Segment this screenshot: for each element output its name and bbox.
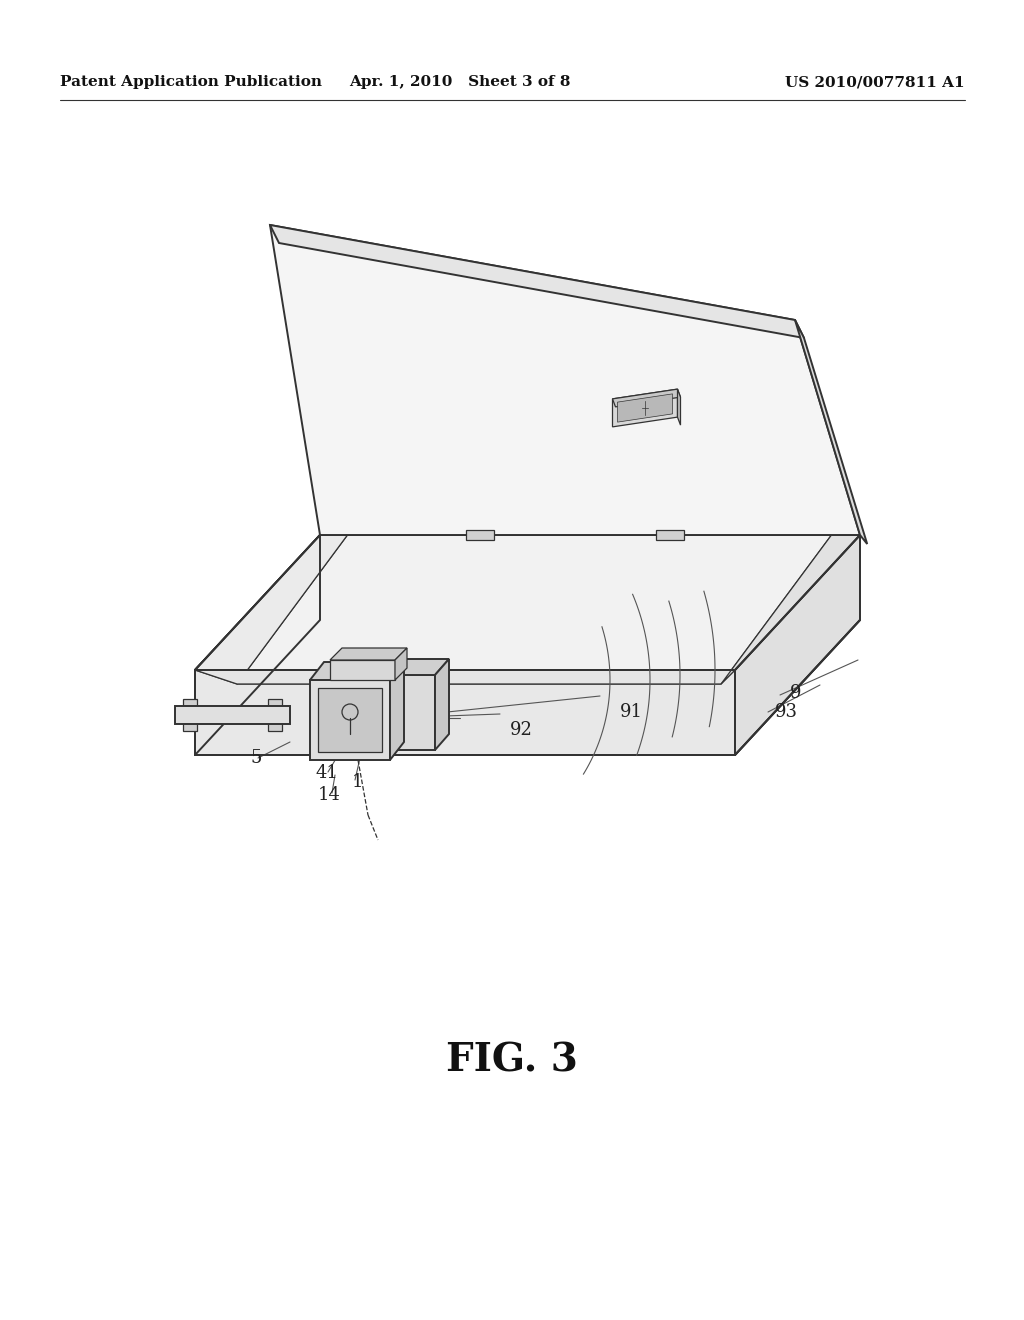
Polygon shape: [195, 671, 735, 684]
Polygon shape: [330, 660, 395, 680]
Text: FIG. 3: FIG. 3: [446, 1041, 578, 1078]
Polygon shape: [678, 389, 681, 425]
Polygon shape: [270, 224, 860, 535]
Polygon shape: [195, 515, 362, 684]
Text: 9: 9: [790, 684, 802, 702]
Polygon shape: [195, 671, 735, 755]
Polygon shape: [385, 659, 449, 675]
Polygon shape: [195, 535, 860, 671]
Polygon shape: [175, 706, 290, 723]
Polygon shape: [270, 224, 804, 338]
Text: 91: 91: [620, 704, 643, 721]
Polygon shape: [310, 663, 404, 680]
Polygon shape: [612, 389, 681, 407]
Polygon shape: [390, 663, 404, 760]
Polygon shape: [195, 535, 319, 755]
Text: 93: 93: [775, 704, 798, 721]
Polygon shape: [612, 389, 678, 426]
Polygon shape: [385, 675, 435, 750]
Text: 92: 92: [510, 721, 532, 739]
Text: 41: 41: [315, 764, 338, 781]
Polygon shape: [466, 531, 494, 540]
Text: US 2010/0077811 A1: US 2010/0077811 A1: [785, 75, 965, 88]
Polygon shape: [795, 319, 867, 544]
Text: Patent Application Publication: Patent Application Publication: [60, 75, 322, 88]
Polygon shape: [721, 515, 860, 684]
Polygon shape: [617, 393, 673, 422]
Text: 14: 14: [318, 785, 341, 804]
Polygon shape: [656, 531, 684, 540]
Polygon shape: [268, 700, 282, 731]
Polygon shape: [183, 700, 197, 731]
Polygon shape: [318, 688, 382, 752]
Text: Apr. 1, 2010   Sheet 3 of 8: Apr. 1, 2010 Sheet 3 of 8: [349, 75, 570, 88]
Polygon shape: [435, 659, 449, 750]
Text: 5: 5: [250, 748, 261, 767]
Polygon shape: [237, 515, 846, 684]
Polygon shape: [330, 648, 407, 660]
Polygon shape: [735, 535, 860, 755]
Polygon shape: [310, 680, 390, 760]
Polygon shape: [395, 648, 407, 680]
Text: 1: 1: [352, 774, 364, 791]
